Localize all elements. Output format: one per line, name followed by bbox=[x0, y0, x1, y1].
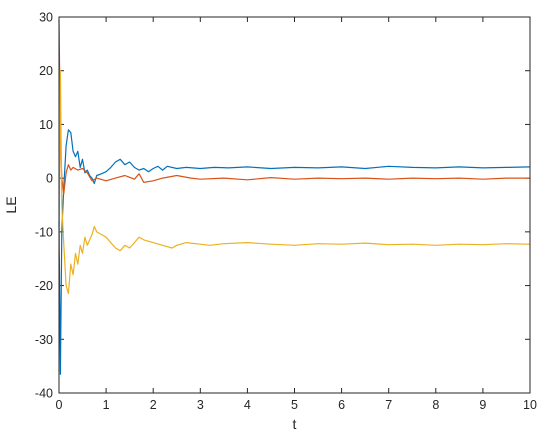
x-tick-label: 10 bbox=[523, 398, 537, 412]
axes: 0 1 2 3 4 5 6 7 8 9 10 -40 -30 -20 -10 0 10 20 30 bbox=[35, 11, 537, 413]
x-tick-label: 6 bbox=[338, 398, 345, 412]
x-tick-label: 2 bbox=[150, 398, 157, 412]
y-tick-label: 0 bbox=[46, 172, 53, 186]
y-tick-label: -40 bbox=[35, 387, 53, 401]
y-tick-label: 10 bbox=[39, 118, 53, 132]
y-tick-label: 30 bbox=[39, 11, 53, 25]
plot-frame bbox=[58, 16, 531, 394]
y-tick-label: 20 bbox=[39, 64, 53, 78]
x-tick-label: 4 bbox=[244, 398, 251, 412]
x-tick-label: 9 bbox=[479, 398, 486, 412]
x-tick-label: 3 bbox=[197, 398, 204, 412]
y-tick-label: -10 bbox=[35, 225, 53, 239]
series-group bbox=[58, 19, 531, 375]
x-axis-label: t bbox=[293, 416, 297, 432]
series-line-3 bbox=[58, 70, 531, 295]
series-line-2 bbox=[58, 19, 530, 195]
x-tick-label: 8 bbox=[432, 398, 439, 412]
y-tick-label: -30 bbox=[35, 333, 53, 347]
x-tick-label: 5 bbox=[291, 398, 298, 412]
x-tick-label: 0 bbox=[56, 398, 63, 412]
y-axis-label: LE bbox=[3, 196, 19, 213]
x-tick-label: 1 bbox=[103, 398, 110, 412]
x-tick-label: 7 bbox=[385, 398, 392, 412]
series-line-1 bbox=[58, 129, 531, 375]
y-tick-label: -20 bbox=[35, 279, 53, 293]
